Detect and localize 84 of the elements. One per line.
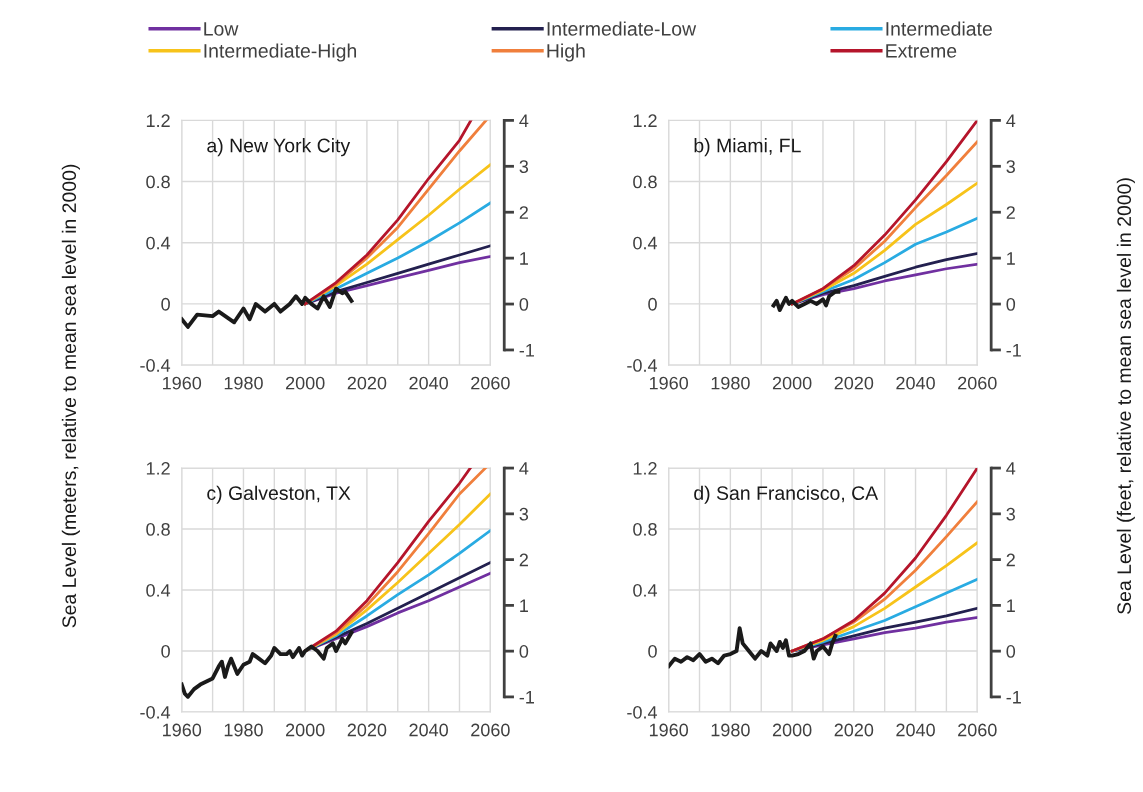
y2-tick-label: 0 [1006,645,1016,658]
x-tick-label: 2060 [958,723,997,737]
y2-tick-label: -1 [519,344,534,357]
text: d) San Francisco, CA [694,485,879,504]
legend-label: Low [204,22,239,36]
line-series [668,626,838,669]
y-tick-label: -0.4 [627,359,658,372]
y-tick-label: 0.8 [146,522,170,536]
x-tick-label: 2020 [347,376,387,390]
y2-tick-label: 4 [1006,462,1016,475]
x-tick-label: 1960 [649,723,689,737]
x-tick-label: 2020 [834,376,874,390]
y2-tick-label: 1 [1007,252,1015,265]
text: a) New York City [207,138,351,157]
y2-tick-label: 2 [519,553,528,567]
y2-tick-label: 1 [520,252,528,265]
y-tick-label: 1.2 [633,114,657,127]
y2-tick-label: 1 [520,599,528,612]
text: b) Miami, FL [694,138,801,157]
y2-tick-label: 0 [519,297,529,311]
y2-tick-label: 4 [1006,114,1016,127]
legend-label: Extreme [886,44,957,58]
x-tick-label: 2060 [471,723,510,737]
x-tick-label: 2040 [896,723,935,737]
y2-tick-label: 2 [1006,553,1015,567]
x-tick-label: 2040 [409,376,448,390]
y2-tick-label: 2 [519,206,528,219]
y2-tick-label: 3 [1006,507,1015,521]
y2-tick-label: 3 [519,160,529,174]
y-tick-label: 1.2 [633,462,657,475]
x-tick-label: 2000 [772,376,812,390]
y-tick-label: -0.4 [140,359,171,372]
x-tick-label: 1960 [649,376,689,390]
y-tick-label: 0 [648,644,657,658]
legend-label: High [547,43,585,62]
x-tick-label: 1960 [163,376,202,390]
line-series [181,630,354,699]
legend-label: Intermediate-Low [547,21,697,36]
y2-tick-label: 4 [519,462,529,475]
y-tick-label: 0.4 [146,583,171,597]
x-tick-label: 2000 [286,376,325,390]
y-tick-label: 0.8 [633,522,657,536]
x-tick-label: 2000 [286,723,325,737]
x-tick-label: 2040 [409,723,448,737]
x-tick-label: 1980 [711,723,750,737]
x-tick-label: 1980 [711,376,750,390]
y2-tick-label: -1 [1006,691,1021,704]
y2-tick-label: -1 [1006,344,1021,357]
y2-tick-label: 1 [1007,599,1015,612]
y2-tick-label: 0 [1006,297,1016,311]
y-tick-label: 0.4 [633,236,658,250]
legend-label: Intermediate-High [204,43,357,62]
y-tick-label: 0 [648,297,657,311]
x-tick-label: 2040 [896,376,935,390]
text: c) Galveston, TX [207,485,351,504]
y2-tick-label: 0 [519,645,529,658]
y2-tick-label: 2 [1006,206,1015,219]
y-tick-label: 0.8 [146,175,170,189]
y2-axis-title: Sea Level (feet, relative to mean sea level in 2000) [1116,178,1135,614]
x-tick-label: 1980 [224,376,263,390]
x-tick-label: 2020 [834,723,874,737]
y-tick-label: 0.4 [633,583,658,597]
line-series [181,286,354,329]
x-tick-label: 1960 [163,723,202,737]
y2-tick-label: 3 [1006,160,1015,174]
x-tick-label: 2000 [772,723,812,737]
y2-tick-label: -1 [519,691,534,704]
y-tick-label: 0.4 [146,236,171,250]
x-tick-label: 2060 [471,376,510,390]
x-tick-label: 1980 [224,723,263,737]
x-tick-label: 2060 [958,376,997,390]
y-tick-label: 0 [161,297,170,311]
y-tick-label: -0.4 [140,705,171,719]
y-tick-label: 0 [161,644,170,658]
y-tick-label: 1.2 [146,114,170,127]
y-tick-label: 0.8 [633,175,657,189]
y-tick-label: -0.4 [627,705,658,719]
y2-tick-label: 4 [519,114,529,127]
y2-tick-label: 3 [519,507,529,521]
x-tick-label: 2020 [347,723,387,737]
y-tick-label: 1.2 [146,462,170,475]
legend-label: Intermediate [886,21,992,36]
y-axis-title: Sea Level (meters, relative to mean sea level in 2000) [61,164,80,628]
line-series [771,289,841,312]
